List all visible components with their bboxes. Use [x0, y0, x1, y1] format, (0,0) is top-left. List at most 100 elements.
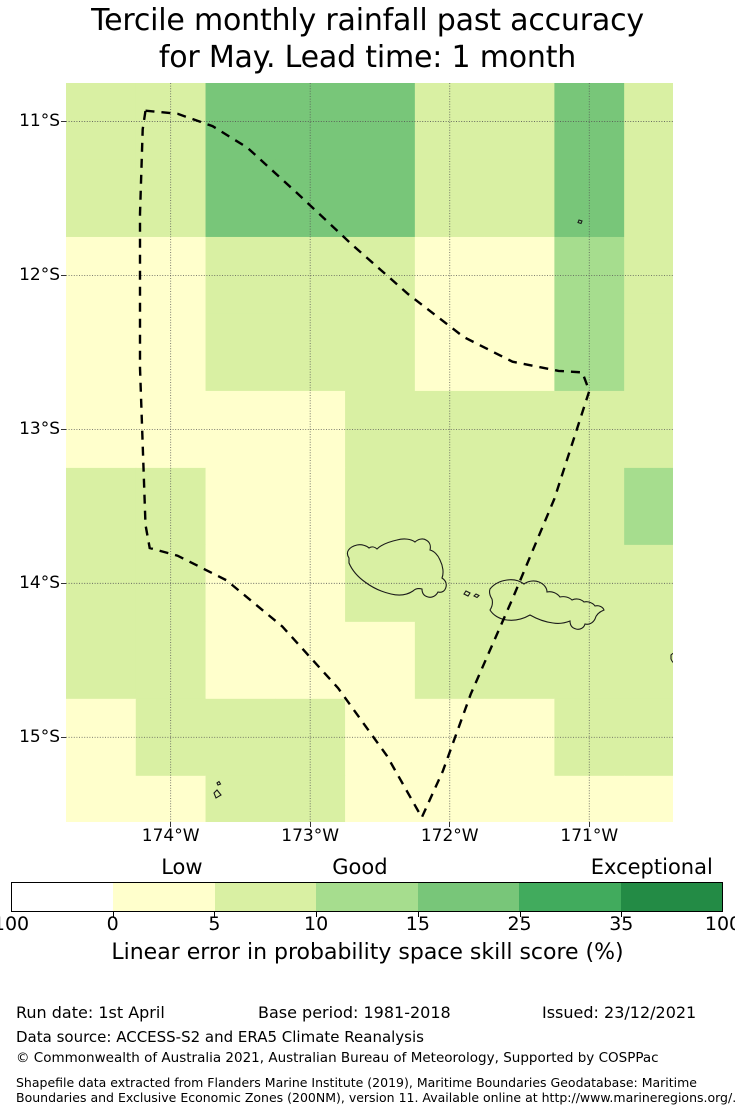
x-axis-tick-mark	[170, 822, 172, 827]
heatmap-cell	[66, 467, 137, 546]
heatmap-cell	[624, 467, 673, 546]
heatmap-cell	[275, 159, 346, 238]
heatmap-cell	[414, 544, 486, 623]
colorbar-segment	[316, 883, 418, 911]
heatmap-cell	[345, 698, 416, 777]
x-axis-tick-mark	[449, 822, 451, 827]
footer-data-source: Data source: ACCESS-S2 and ERA5 Climate …	[16, 1028, 424, 1046]
heatmap-cell	[414, 159, 486, 238]
heatmap-cell	[414, 83, 486, 161]
heatmap-cell	[484, 467, 555, 546]
x-axis-tick-label: 171°W	[560, 826, 619, 846]
heatmap-cell	[484, 83, 555, 161]
x-axis-tick-label: 174°W	[141, 826, 200, 846]
y-axis-tick-mark	[61, 120, 66, 122]
heatmap-cell	[205, 313, 276, 392]
y-axis-tick-label: 12°S	[19, 265, 60, 286]
footer-shapefile-line-2: Boundaries and Exclusive Economic Zones …	[16, 1090, 735, 1105]
y-axis-tick-label: 14°S	[19, 573, 60, 594]
heatmap-cell	[205, 467, 276, 546]
heatmap-cell	[414, 313, 486, 392]
colorbar-tick-label: 35	[609, 913, 634, 935]
colorbar-tick-labels: 100 0 5 10 15 25 35 100	[0, 913, 735, 937]
heatmap-cell	[345, 159, 416, 238]
footer-issued: Issued: 23/12/2021	[542, 1003, 697, 1022]
x-axis-tick-mark	[588, 822, 590, 827]
footer-copyright: © Commonwealth of Australia 2021, Austra…	[16, 1050, 659, 1066]
heatmap-cell	[624, 775, 673, 822]
heatmap-cell	[66, 698, 137, 777]
y-axis-tick-label: 15°S	[19, 727, 60, 748]
colorbar-category-label: Good	[332, 855, 388, 879]
colorbar-tick-mark	[417, 912, 419, 917]
title-line-2: for May. Lead time: 1 month	[158, 40, 577, 75]
heatmap-cell	[205, 621, 276, 700]
colorbar-tick-label: 0	[106, 913, 119, 935]
y-axis-tick-label: 11°S	[19, 111, 60, 132]
colorbar-tick-label: 5	[208, 913, 221, 935]
colorbar-segment	[12, 883, 114, 911]
colorbar-tick-mark	[214, 912, 216, 917]
colorbar-tick-label: 15	[405, 913, 430, 935]
colorbar-category-label: Exceptional	[590, 855, 713, 879]
heatmap-cell	[66, 159, 137, 238]
heatmap-cell	[66, 83, 137, 161]
heatmap-cell	[66, 390, 137, 469]
colorbar-tick-label: 100	[0, 913, 30, 935]
heatmap-cell	[414, 698, 486, 777]
page-title: Tercile monthly rainfall past accuracy f…	[0, 2, 735, 76]
heatmap-cell	[66, 544, 137, 623]
x-axis-tick-mark	[309, 822, 311, 827]
heatmap-cell	[484, 775, 555, 822]
y-axis-tick-mark	[61, 274, 66, 276]
colorbar-tick-label: 10	[304, 913, 329, 935]
heatmap-cell	[66, 313, 137, 392]
colorbar-category-labels: Low Good Exceptional	[0, 855, 735, 881]
title-line-1: Tercile monthly rainfall past accuracy	[91, 3, 644, 38]
skill-score-heatmap	[66, 83, 673, 822]
heatmap-cell	[135, 159, 207, 238]
y-axis-tick-label: 13°S	[19, 419, 60, 440]
heatmap-cell	[484, 390, 555, 469]
heatmap-cell	[135, 313, 207, 392]
colorbar-tick-label: 25	[507, 913, 532, 935]
heatmap-cell	[554, 159, 625, 238]
colorbar-segment	[620, 883, 722, 911]
island-niuatoputapu	[213, 789, 222, 799]
colorbar-category-label: Low	[161, 855, 203, 879]
island-upolu	[489, 579, 605, 630]
footer-shapefile-line-1: Shapefile data extracted from Flanders M…	[16, 1075, 697, 1090]
heatmap-cell	[484, 698, 555, 777]
heatmap-cell	[484, 236, 555, 315]
map-plot-area	[66, 83, 673, 822]
heatmap-cell	[66, 621, 137, 700]
colorbar-segment	[113, 883, 215, 911]
island-coastlines	[213, 219, 673, 799]
island-tafahi	[216, 780, 222, 786]
heatmap-cell	[66, 775, 137, 822]
heatmap-cell	[624, 313, 673, 392]
geography-overlay	[138, 109, 673, 821]
x-axis-tick-label: 172°W	[420, 826, 479, 846]
heatmap-cell	[484, 159, 555, 238]
colorbar-segment	[214, 883, 317, 911]
footer-base-period: Base period: 1981-2018	[258, 1003, 451, 1022]
heatmap-cell	[205, 159, 276, 238]
heatmap-cell	[554, 313, 625, 392]
colorbar-axis-label: Linear error in probability space skill …	[111, 940, 624, 965]
heatmap-cell	[345, 621, 416, 700]
colorbar-tick-mark	[621, 912, 623, 917]
colorbar-tick-mark	[316, 912, 318, 917]
heatmap-cell	[624, 621, 673, 700]
heatmap-cell	[624, 159, 673, 238]
colorbar-tick-mark	[112, 912, 114, 917]
colorbar-segment	[519, 883, 621, 911]
island-rose-atoll	[577, 219, 583, 225]
heatmap-cell	[66, 236, 137, 315]
heatmap-cell	[345, 390, 416, 469]
colorbar-tick-mark	[519, 912, 521, 917]
heatmap-cell	[275, 313, 346, 392]
island-tutuila	[670, 652, 673, 664]
heatmap-cell	[345, 467, 416, 546]
eez-boundary-line	[138, 109, 591, 821]
